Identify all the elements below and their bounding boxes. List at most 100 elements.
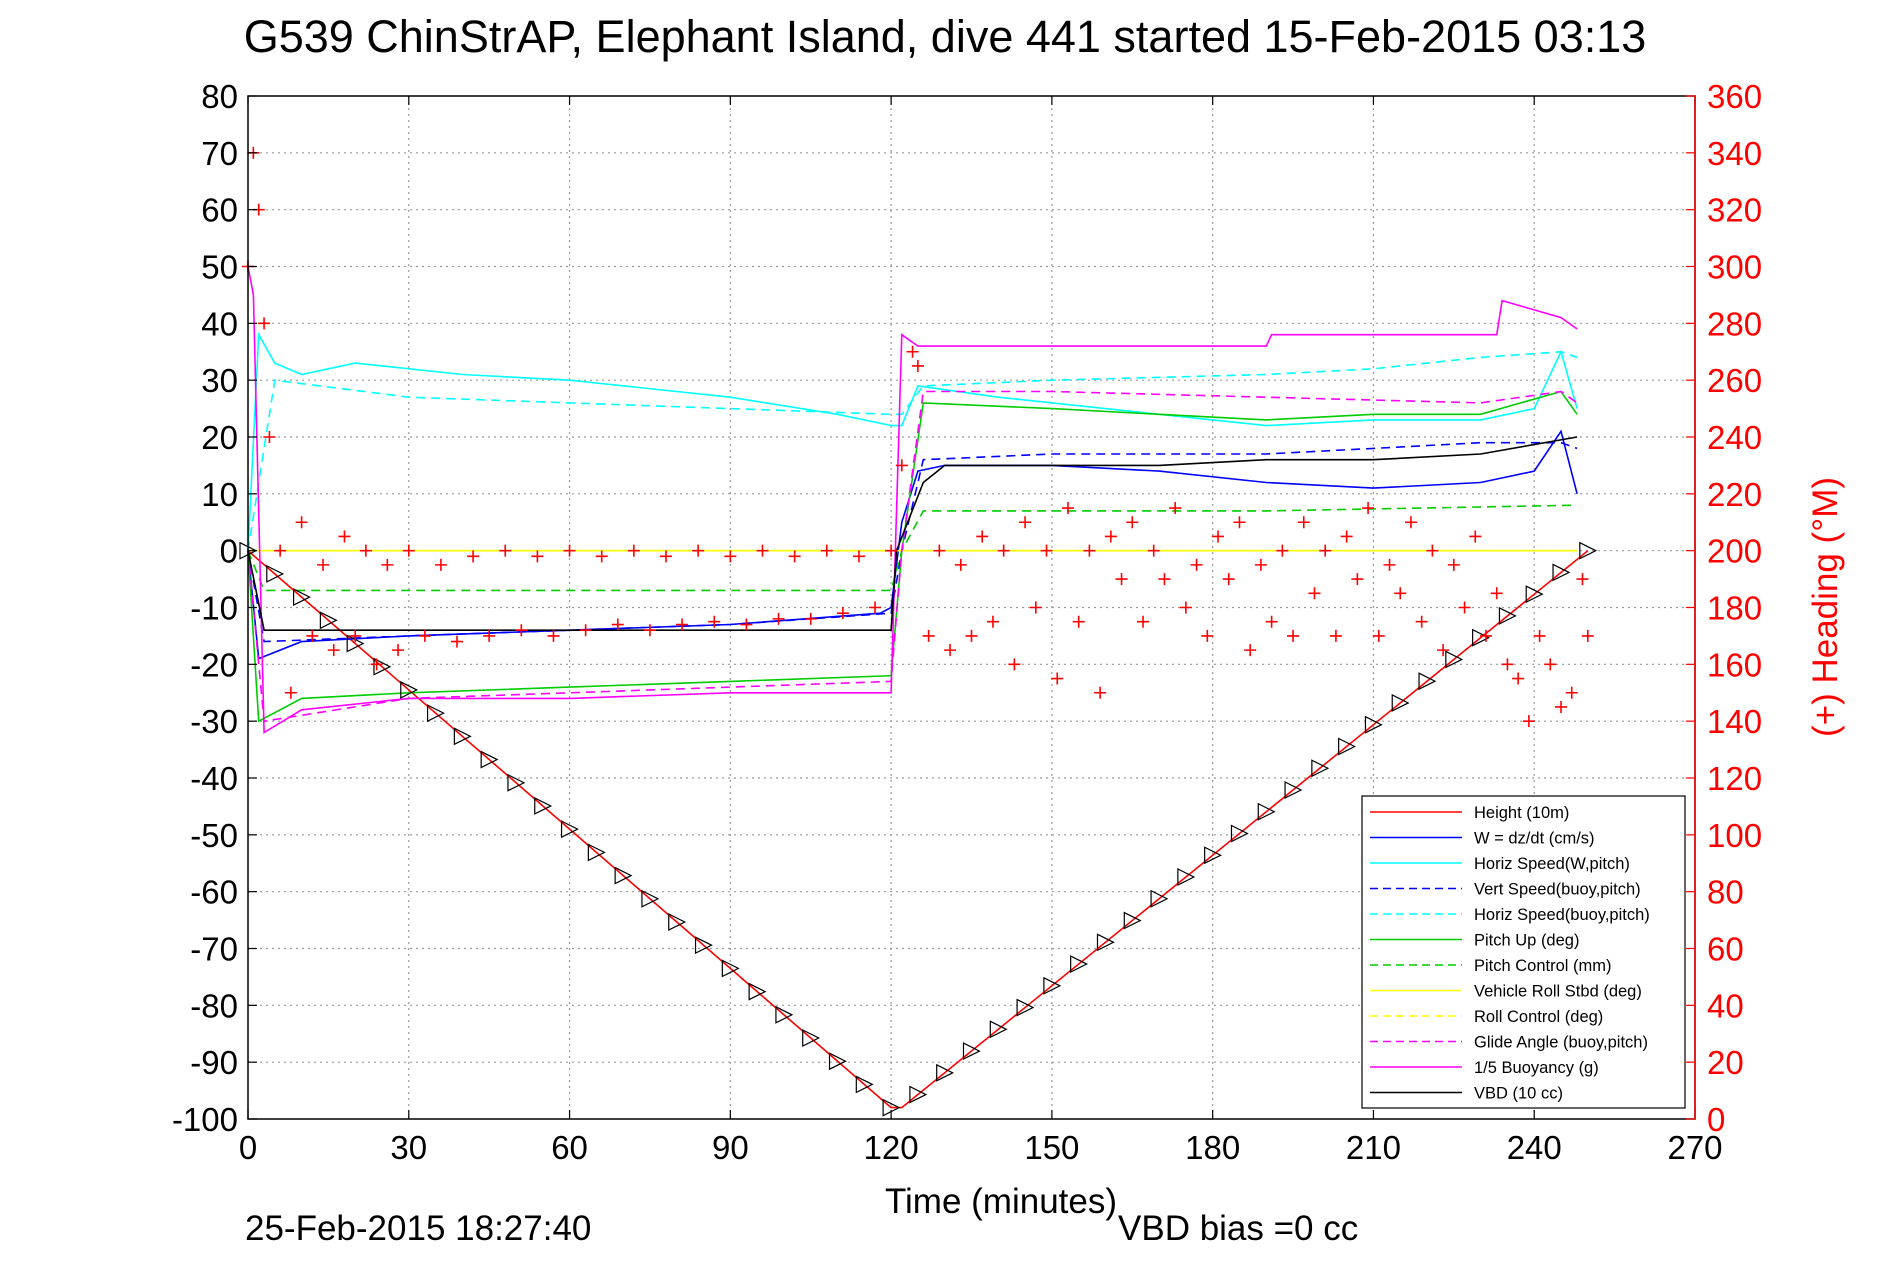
y-tick-label: 10 [201, 476, 238, 513]
heading-point [1008, 658, 1021, 671]
heading-point [708, 615, 721, 628]
series-line-height-10m [247, 550, 1589, 1109]
height-marker [721, 959, 740, 978]
heading-point [402, 544, 415, 557]
heading-point [1522, 715, 1535, 728]
heading-point [997, 544, 1010, 557]
legend: Height (10m) W = dz/dt (cm/s) Horiz Speed(… [1361, 795, 1686, 1109]
legend-label: Horiz Speed(W,pitch) [1474, 855, 1630, 873]
heading-point [1158, 573, 1171, 586]
heading-point [906, 345, 919, 358]
heading-point [1297, 516, 1310, 529]
y-tick-label: 0 [220, 533, 238, 570]
heading-point [531, 550, 544, 563]
height-marker [1070, 955, 1089, 974]
x-tick-label: 240 [1507, 1129, 1562, 1166]
legend-label: Pitch Up (deg) [1474, 932, 1579, 950]
heading-point [933, 544, 946, 557]
heading-point [1329, 629, 1342, 642]
legend-label: Roll Control (deg) [1474, 1008, 1603, 1026]
heading-point [1447, 558, 1460, 571]
legend-box [1361, 795, 1686, 1109]
y2-tick-label: 200 [1707, 533, 1762, 570]
heading-point [1512, 672, 1525, 685]
series-line-1-5-buoyancy-g [247, 266, 1578, 734]
height-marker [1418, 672, 1437, 691]
series-line-horiz-speed-w-pitch [247, 331, 1578, 551]
legend-label: Horiz Speed(buoy,pitch) [1474, 906, 1650, 924]
heading-point [1319, 544, 1332, 557]
height-marker [1043, 976, 1062, 995]
y2-tick-label: 20 [1707, 1044, 1744, 1081]
heading-point [1308, 587, 1321, 600]
heading-point [1501, 658, 1514, 671]
heading-point [1362, 502, 1375, 515]
height-marker [1016, 998, 1035, 1017]
heading-point [1383, 558, 1396, 571]
height-marker [828, 1052, 847, 1071]
legend-label: VBD (10 cc) [1474, 1085, 1563, 1103]
y2-tick-label: 320 [1707, 192, 1762, 229]
y-tick-label: 60 [201, 192, 238, 229]
heading-point [1147, 544, 1160, 557]
heading-point [1244, 644, 1257, 657]
heading-point [836, 607, 849, 620]
y-tick-label: -50 [190, 817, 238, 854]
legend-label: Pitch Control (mm) [1474, 957, 1612, 975]
heading-point [954, 558, 967, 571]
heading-point [692, 544, 705, 557]
chart-title: G539 ChinStrAP, Elephant Island, dive 44… [244, 11, 1647, 62]
heading-point [1544, 658, 1557, 671]
heading-point [1083, 544, 1096, 557]
y2-tick-label: 60 [1707, 931, 1744, 968]
height-marker [1230, 824, 1249, 843]
heading-point [1415, 615, 1428, 628]
heading-point [1565, 686, 1578, 699]
height-marker [1364, 715, 1383, 734]
height-marker [426, 704, 445, 723]
height-marker [1311, 759, 1330, 778]
series-line-w-dz-dt-cm-s [247, 429, 1578, 660]
y-tick-label: -20 [190, 646, 238, 683]
heading-point [724, 550, 737, 563]
height-marker [1579, 541, 1598, 560]
heading-point [258, 317, 271, 330]
heading-point [359, 544, 372, 557]
series-line-vert-speed-buoy-pitch [247, 441, 1578, 643]
heading-point [922, 629, 935, 642]
heading-point [499, 544, 512, 557]
heading-point [563, 544, 576, 557]
heading-point [1555, 700, 1568, 713]
heading-point [1201, 629, 1214, 642]
x-tick-label: 90 [712, 1129, 749, 1166]
y2-tick-label: 40 [1707, 987, 1744, 1024]
heading-point [1115, 573, 1128, 586]
heading-point [327, 644, 340, 657]
legend-label: Glide Angle (buoy,pitch) [1474, 1034, 1648, 1052]
y2-axis-label: (+) Heading (°M) [1806, 477, 1845, 737]
legend-items: Height (10m) W = dz/dt (cm/s) Horiz Speed(… [1370, 804, 1650, 1103]
heading-point [869, 601, 882, 614]
footer-timestamp: 25-Feb-2015 18:27:40 [245, 1209, 591, 1248]
height-marker [1445, 650, 1464, 669]
heading-point [1222, 573, 1235, 586]
y-tick-label: -40 [190, 760, 238, 797]
heading-point [976, 530, 989, 543]
y2-tick-label: 140 [1707, 703, 1762, 740]
height-marker [1552, 563, 1571, 582]
height-marker [668, 913, 687, 931]
heading-point [965, 629, 978, 642]
legend-label: 1/5 Buoyancy (g) [1474, 1059, 1599, 1077]
heading-point [295, 516, 308, 529]
y2-tick-label: 260 [1707, 362, 1762, 399]
y2-tick-label: 240 [1707, 419, 1762, 456]
heading-point [895, 459, 908, 472]
y-tick-label: 20 [201, 419, 238, 456]
heading-point [451, 635, 464, 648]
series-line-pitch-control-mm [247, 504, 1578, 592]
heading-point [756, 544, 769, 557]
heading-point [1179, 601, 1192, 614]
y-tick-label: -80 [190, 987, 238, 1024]
y-tick-label: -100 [172, 1101, 238, 1138]
heading-point [338, 530, 351, 543]
